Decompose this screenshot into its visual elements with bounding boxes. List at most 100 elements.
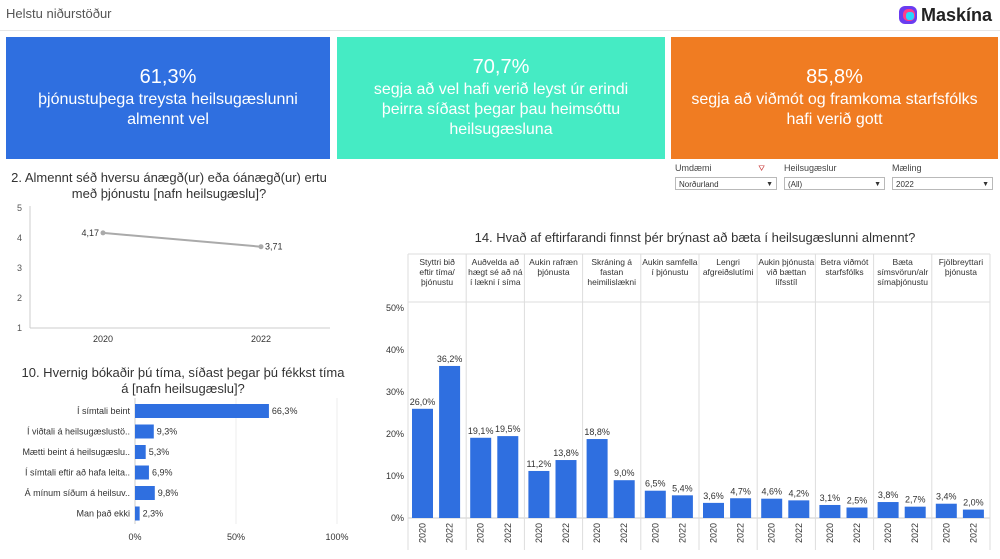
x-tick-label: 2020 [825, 523, 835, 543]
bar-value-label: 3,4% [936, 492, 957, 502]
y-tick-label: 5 [17, 203, 22, 213]
umdaemi-select[interactable]: Norðurland ▼ [675, 177, 777, 190]
kpi-value: 70,7% [472, 56, 530, 78]
group-label-line: Fjölbreyttari [939, 257, 984, 267]
kpi-value: 61,3% [139, 66, 197, 88]
group-label: Skráning á fastan heimilislækni [587, 257, 636, 287]
group-label: Fjölbreyttari þjónusta [939, 257, 984, 277]
x-tick-label: 2020 [941, 523, 951, 543]
x-tick-label: 2022 [619, 523, 629, 543]
bar-value-label: 6,5% [645, 479, 666, 489]
bar-value-label: 19,5% [495, 424, 521, 434]
x-tick-label: 2020 [883, 523, 893, 543]
chevron-down-icon: ▼ [982, 181, 989, 188]
x-tick-label: 2022 [677, 523, 687, 543]
bar-value-label: 4,7% [730, 486, 751, 496]
bar [962, 509, 984, 518]
bar [439, 365, 461, 518]
filter-label: Mæling [892, 163, 922, 173]
group-label-line: Aukin þjónusta [758, 257, 814, 267]
group-label-line: Aukin samfella [642, 257, 698, 267]
bar [555, 460, 577, 518]
filter-label: Heilsugæslur [784, 163, 837, 173]
booking-bar-chart: Í símtali beint 66,3% Í viðtali á heilsugæ… [22, 398, 349, 542]
select-value: Norðurland [679, 180, 719, 189]
group-label-line: þjónusta [945, 267, 977, 277]
improvement-bar-chart: 0% 10% 20% 30% 40% 50% Styttri bið eftir tíma/þ… [386, 253, 991, 550]
filter-maeling: Mæling 2022 ▼ [892, 163, 993, 190]
heilsugaeslur-select[interactable]: (All) ▼ [784, 177, 885, 190]
x-tick-label: 2022 [736, 523, 746, 543]
top-bar: Helstu niðurstöður Maskína [0, 0, 1000, 31]
group-label-line: Styttri bið [419, 257, 455, 267]
bar [761, 498, 783, 518]
group-label-line: símsvörun/alr [877, 267, 928, 277]
group-label-line: heimilislækni [587, 277, 636, 287]
booking-chart-title: 10. Hvernig bókaðir þú tíma, síðast þega… [21, 365, 345, 396]
bar-value-label: 3,6% [703, 491, 724, 501]
bar-value-label: 3,8% [878, 490, 899, 500]
bar-value-label: 26,0% [410, 397, 436, 407]
y-tick-label: 40% [386, 345, 404, 355]
brand-name: Maskína [920, 4, 992, 25]
bar [877, 502, 899, 518]
x-tick-label: 2022 [852, 523, 862, 543]
x-tick-label: 2022 [794, 523, 804, 543]
bar [644, 490, 666, 518]
bar [470, 437, 492, 518]
bar-value-label: 2,3% [143, 509, 164, 519]
bar-value-label: 66,3% [272, 406, 298, 416]
bar-value-label: 5,4% [672, 483, 693, 493]
data-label: 3,71 [265, 242, 283, 252]
x-tick-label: 2022 [251, 334, 271, 344]
category-label: Man það ekki [76, 509, 130, 519]
group-label-line: símaþjónustu [877, 277, 928, 287]
group-label: Aukin rafræn þjónusta [529, 257, 578, 277]
group-label-line: hægt sé að ná [468, 267, 523, 277]
bar-value-label: 2,0% [963, 498, 984, 508]
x-tick-label: 2020 [93, 334, 113, 344]
x-tick-label: 2022 [445, 523, 455, 543]
group-label-line: lífsstíl [775, 277, 797, 287]
filter-umdaemi: Umdæmi ⛛ Norðurland ▼ [675, 163, 777, 190]
bar [135, 486, 155, 500]
page-title: Helstu niðurstöður [6, 6, 112, 21]
bar [703, 502, 724, 518]
maeling-select[interactable]: 2022 ▼ [892, 177, 993, 190]
x-tick-label: 2020 [767, 523, 777, 543]
select-value: 2022 [896, 180, 914, 189]
bar-value-label: 11,2% [526, 459, 551, 469]
x-tick-label: 100% [325, 532, 348, 542]
group-label: Styttri bið eftir tíma/þjónustu [419, 257, 455, 287]
y-tick-label: 3 [17, 263, 22, 273]
bar [412, 408, 433, 518]
bar [935, 503, 957, 518]
group-label: Bæta símsvörun/alr símaþjónustu [877, 257, 928, 287]
x-tick-label: 2020 [650, 523, 660, 543]
group-label: Aukin samfella í þjónustu [642, 257, 698, 277]
group-label-line: Betra viðmót [821, 257, 869, 267]
data-point [100, 230, 106, 236]
group-label-line: Aukin rafræn [529, 257, 578, 267]
bar [671, 495, 693, 518]
group-label-line: í þjónustu [651, 267, 688, 277]
satisfaction-chart-title: 2. Almennt séð hversu ánægð(ur) eða óánæ… [11, 170, 327, 201]
y-tick-label: 0% [391, 513, 404, 523]
y-tick-label: 10% [386, 471, 404, 481]
group-label-line: þjónusta [537, 267, 569, 277]
bar-value-label: 13,8% [553, 448, 579, 458]
filter-label: Umdæmi [675, 163, 712, 173]
data-label: 4,17 [81, 228, 99, 238]
y-tick-label: 1 [17, 323, 22, 333]
bar [135, 465, 149, 480]
bar [730, 498, 752, 518]
bar [528, 470, 550, 518]
y-tick-label: 20% [386, 429, 404, 439]
select-value: (All) [788, 180, 803, 189]
group-label-line: Lengri [716, 257, 740, 267]
bar-value-label: 18,8% [584, 427, 610, 437]
group-label-line: Bæta [893, 257, 914, 267]
filter-icon[interactable]: ⛛ [758, 164, 765, 173]
x-tick-label: 50% [227, 532, 245, 542]
bar [135, 445, 146, 459]
